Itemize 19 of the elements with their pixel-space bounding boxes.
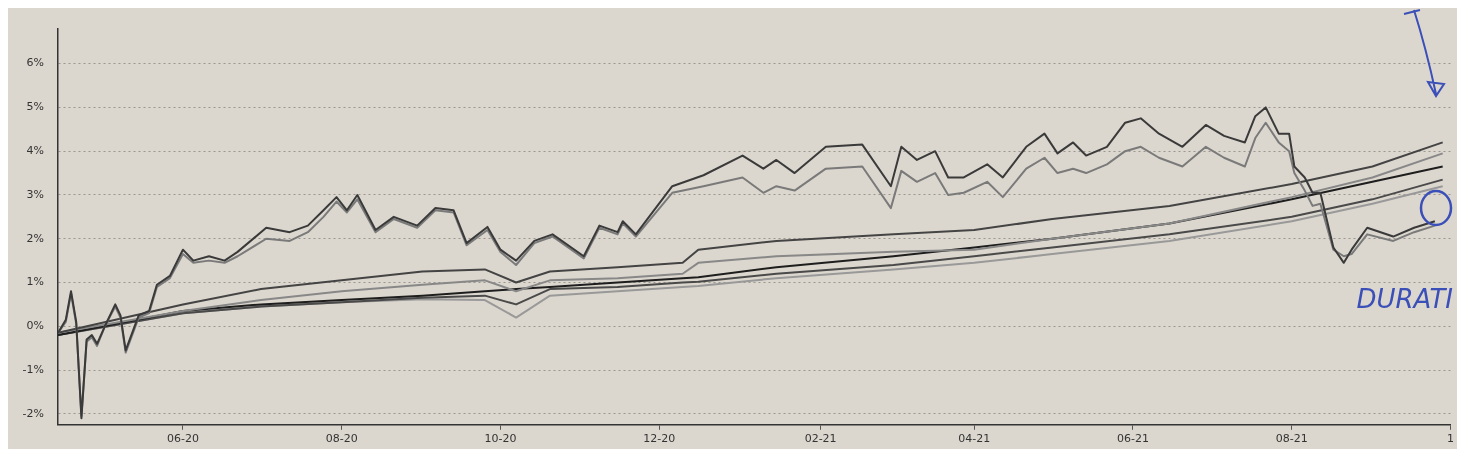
y-tick-label: -1%: [22, 362, 44, 376]
y-tick-label: -2%: [22, 406, 44, 420]
x-tick-label: 06-21: [1116, 432, 1149, 446]
x-tick-label: 12-20: [643, 432, 676, 446]
y-tick-label: 5%: [26, 100, 44, 114]
y-tick-label: 0%: [26, 319, 44, 333]
y-tick-label: 6%: [26, 56, 44, 70]
x-tick-label: 10-20: [484, 432, 517, 446]
x-tick-label: 02-21: [804, 432, 837, 446]
x-tick-label: 06-20: [166, 432, 199, 446]
x-tick-label: 08-21: [1275, 432, 1308, 446]
y-tick-label: 1%: [26, 275, 44, 289]
y-tick-label: 3%: [26, 187, 44, 201]
y-tick-label: 4%: [26, 144, 44, 158]
x-tick-label: 1: [1447, 432, 1454, 446]
annotation: DURATI: [1356, 284, 1453, 314]
y-tick-label: 2%: [26, 231, 44, 245]
x-tick-label: 04-21: [958, 432, 991, 446]
x-tick-label: 08-20: [325, 432, 358, 446]
